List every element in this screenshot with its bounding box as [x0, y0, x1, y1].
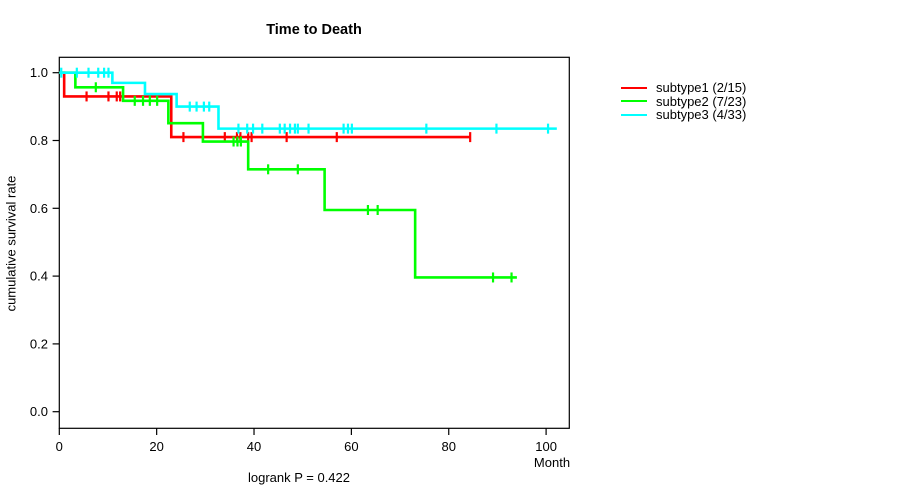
x-tick-label: 20 [149, 439, 163, 454]
legend-item-subtype1: subtype1 (2/15) [621, 81, 746, 95]
x-tick-label: 0 [56, 439, 63, 454]
legend-line-swatch-subtype3 [621, 113, 647, 116]
logrank-pvalue-text: logrank P = 0.422 [247, 470, 351, 485]
legend-label-subtype3: subtype3 (4/33) [656, 107, 747, 123]
y-tick-label: 1.0 [30, 65, 48, 80]
legend-label-subtype2: subtype2 (7/23) [656, 93, 747, 109]
chart-title: Time to Death [266, 22, 362, 38]
legend-item-subtype3: subtype3 (4/33) [621, 108, 746, 122]
y-tick-label: 0.8 [30, 133, 48, 148]
x-tick-label: 60 [344, 439, 358, 454]
plot-box [58, 56, 570, 429]
legend: subtype1 (2/15) subtype2 (7/23) subtype3… [621, 81, 746, 122]
legend-line-swatch-subtype1 [621, 86, 647, 89]
legend-label-subtype1: subtype1 (2/15) [656, 80, 747, 96]
series-curve-3 [59, 71, 557, 130]
y-tick-label: 0.0 [30, 404, 48, 419]
legend-item-subtype2: subtype2 (7/23) [621, 95, 746, 109]
y-tick-label: 0.2 [30, 336, 48, 351]
x-tick-label: 40 [247, 439, 261, 454]
legend-line-swatch-subtype2 [621, 100, 647, 103]
y-tick-label: 0.4 [30, 269, 48, 284]
y-tick-label: 0.6 [30, 201, 48, 216]
x-tick-label: 80 [442, 439, 456, 454]
x-axis-label: Month [533, 455, 571, 470]
series-curve-2 [59, 71, 517, 279]
x-tick-label: 100 [535, 439, 557, 454]
